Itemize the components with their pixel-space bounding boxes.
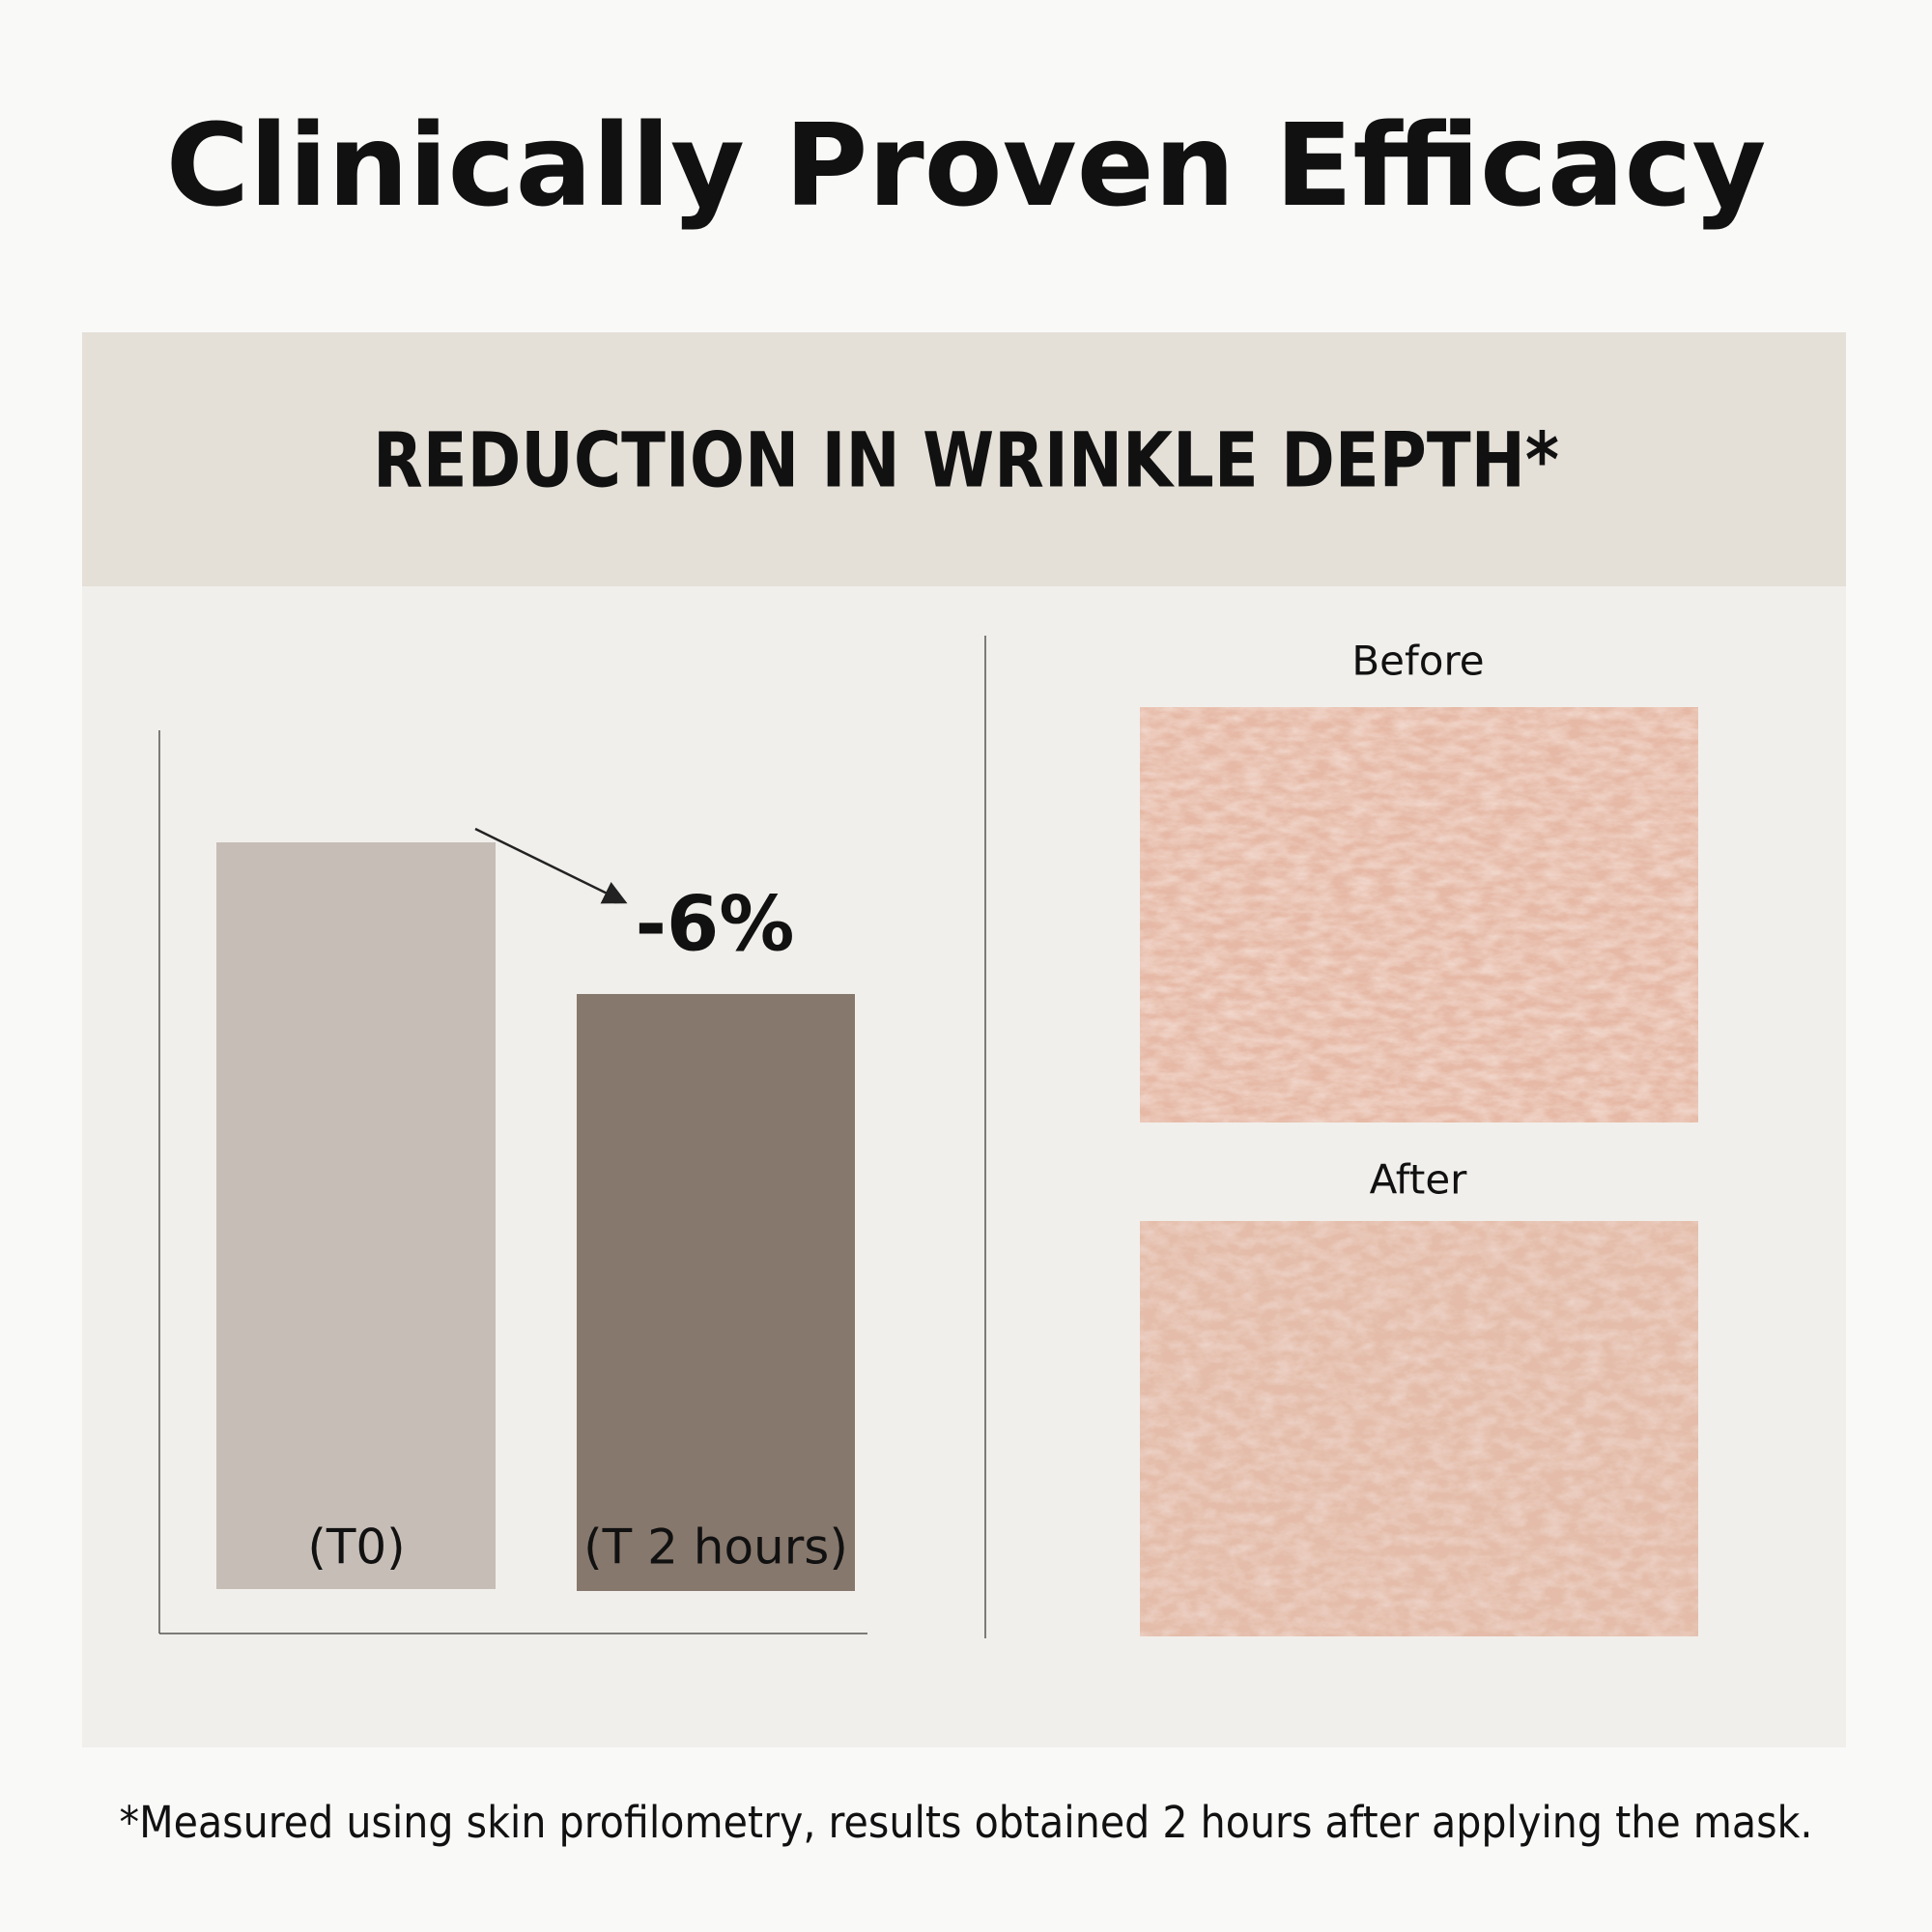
arrow	[474, 827, 628, 904]
bar	[577, 994, 855, 1591]
before-photo	[1140, 707, 1698, 1122]
after-photo	[1140, 1221, 1698, 1636]
bar-label: (T0)	[307, 1520, 405, 1576]
page-title: Clinically Proven Efficacy	[166, 99, 1767, 232]
footnote: *Measured using skin profilometry, resul…	[120, 1797, 1813, 1848]
bar	[216, 842, 496, 1589]
photo-label: Before	[1351, 638, 1484, 685]
photo-label: After	[1370, 1156, 1468, 1204]
bar-label: (T 2 hours)	[583, 1520, 848, 1576]
panel-header	[82, 332, 1846, 586]
panel-heading: REDUCTION IN WRINKLE DEPTH*	[373, 417, 1559, 504]
change-label: -6%	[636, 881, 795, 968]
